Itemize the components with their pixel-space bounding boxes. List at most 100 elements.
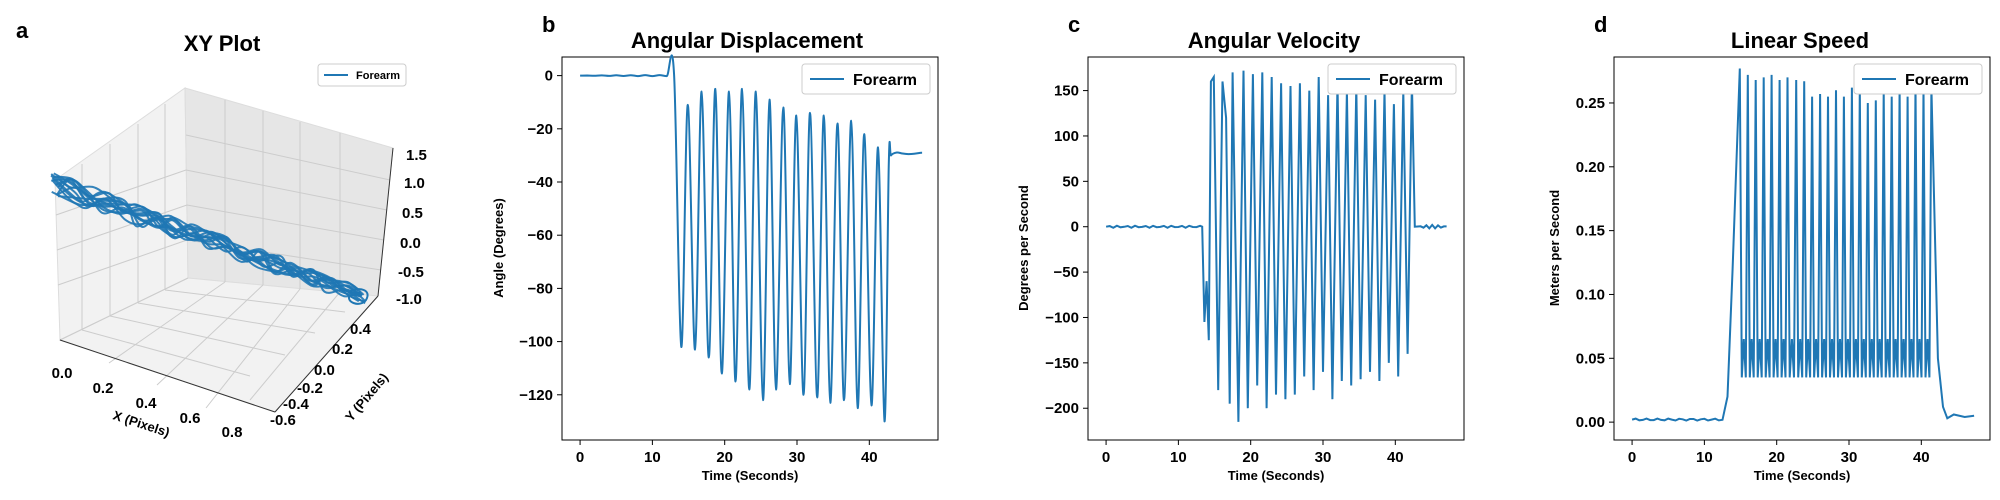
panel-d-linear-speed: d Linear Speed 0 10 20 30 40 0.00 0.05 0.10 0.15… bbox=[1547, 12, 1991, 483]
x-tick-a-4: 0.8 bbox=[222, 424, 243, 441]
plot-frame-c bbox=[1087, 56, 1465, 441]
trajectory-stroke-8 bbox=[53, 172, 365, 303]
z-tick-a-0: -1.0 bbox=[396, 291, 422, 308]
y-tick-b-4: −80 bbox=[528, 280, 553, 297]
legend-box-d bbox=[1853, 63, 1983, 95]
panel-letter-a: a bbox=[16, 18, 29, 43]
y-tick-a-4: 0.2 bbox=[332, 341, 353, 358]
legend-label-c: Forearm bbox=[1379, 72, 1443, 89]
y-tick-d-5: 0.25 bbox=[1576, 95, 1605, 112]
x-axis-label-c: Time (Seconds) bbox=[1228, 468, 1325, 483]
ticks-d: 0 10 20 30 40 0.00 0.05 0.10 0.15 0.20 0.25 bbox=[1576, 95, 1930, 466]
y-tick-b-1: −20 bbox=[528, 121, 553, 138]
z-tick-a-4: 1.0 bbox=[404, 175, 425, 192]
y-tick-c-4: −50 bbox=[1054, 264, 1079, 281]
x-tick-c-0: 0 bbox=[1102, 449, 1110, 466]
x-tick-c-1: 10 bbox=[1170, 449, 1187, 466]
trajectory-stroke-7 bbox=[51, 179, 361, 298]
panel-letter-c: c bbox=[1068, 12, 1080, 37]
y-tick-b-6: −120 bbox=[519, 387, 553, 404]
z-tick-a-1: -0.5 bbox=[398, 264, 424, 281]
legend-d: Forearm bbox=[1853, 63, 1983, 95]
series-line-b bbox=[580, 54, 923, 423]
trajectory-stroke-13 bbox=[51, 177, 360, 296]
legend-label-b: Forearm bbox=[853, 72, 917, 89]
y-tick-c-0: 150 bbox=[1054, 83, 1079, 100]
x-tick-b-1: 10 bbox=[644, 449, 661, 466]
legend-a: Forearm bbox=[317, 63, 407, 87]
x-tick-d-1: 10 bbox=[1696, 449, 1713, 466]
ticks-b: 0 10 20 30 40 0 −20 −40 −60 −80 −100 −120 bbox=[519, 68, 877, 466]
y-tick-c-3: 0 bbox=[1071, 219, 1079, 236]
x-axis-label-d: Time (Seconds) bbox=[1754, 468, 1851, 483]
y-tick-b-0: 0 bbox=[545, 68, 553, 85]
y-tick-d-4: 0.20 bbox=[1576, 159, 1605, 176]
legend-label-a: Forearm bbox=[356, 70, 400, 82]
legend-box-c bbox=[1327, 63, 1457, 95]
chart-title-a: XY Plot bbox=[184, 31, 261, 56]
x-tick-b-3: 30 bbox=[789, 449, 806, 466]
panel-letter-b: b bbox=[542, 12, 555, 37]
y-axis-label-a: Y (Pixels) bbox=[342, 370, 391, 424]
y-tick-c-6: −150 bbox=[1045, 355, 1079, 372]
z-tick-a-2: 0.0 bbox=[400, 235, 421, 252]
x-tick-a-1: 0.2 bbox=[93, 380, 114, 397]
plot-frame-d bbox=[1613, 56, 1991, 441]
x-tick-b-0: 0 bbox=[576, 449, 584, 466]
y-tick-d-0: 0.00 bbox=[1576, 414, 1605, 431]
z-tick-a-3: 0.5 bbox=[402, 205, 423, 222]
y-axis-label-b: Angle (Degrees) bbox=[491, 198, 506, 298]
z-axis-3d bbox=[377, 147, 394, 297]
y-tick-c-7: −200 bbox=[1045, 400, 1079, 417]
y-tick-d-3: 0.15 bbox=[1576, 223, 1605, 240]
y-axis-3d bbox=[274, 295, 379, 413]
x-tick-c-4: 40 bbox=[1387, 449, 1404, 466]
x-tick-d-3: 30 bbox=[1841, 449, 1858, 466]
y-axis-label-d: Meters per Second bbox=[1547, 190, 1562, 306]
y-tick-d-1: 0.05 bbox=[1576, 350, 1605, 367]
x-axis-label-b: Time (Seconds) bbox=[702, 468, 799, 483]
x-tick-b-4: 40 bbox=[861, 449, 878, 466]
z-tick-a-5: 1.5 bbox=[406, 147, 427, 164]
legend-label-d: Forearm bbox=[1905, 72, 1969, 89]
x-tick-b-2: 20 bbox=[716, 449, 733, 466]
x-axis-label-a: X (Pixels) bbox=[111, 408, 171, 440]
chart-title-b: Angular Displacement bbox=[631, 28, 864, 53]
x-tick-d-2: 20 bbox=[1768, 449, 1785, 466]
y-tick-c-1: 100 bbox=[1054, 128, 1079, 145]
series-line-c bbox=[1105, 70, 1447, 422]
y-axis-label-c: Degrees per Second bbox=[1016, 185, 1031, 311]
y-tick-b-3: −60 bbox=[528, 227, 553, 244]
y-tick-d-2: 0.10 bbox=[1576, 286, 1605, 303]
x-tick-a-0: 0.0 bbox=[52, 365, 73, 382]
legend-box-b bbox=[801, 63, 931, 95]
y-tick-a-1: -0.4 bbox=[283, 396, 310, 413]
series-line-a bbox=[50, 172, 369, 305]
y-tick-a-3: 0.0 bbox=[314, 362, 335, 379]
panel-b-angular-displacement: b Angular Displacement 0 10 20 30 40 0 −20 −40 −… bbox=[491, 12, 939, 483]
y-tick-a-0: -0.6 bbox=[270, 412, 296, 429]
ticks-c: 0 10 20 30 40 150 100 50 0 −50 −100 −150 −200 bbox=[1045, 83, 1403, 466]
x-tick-a-3: 0.6 bbox=[180, 410, 201, 427]
trajectory-end-loop bbox=[347, 288, 369, 305]
legend-b: Forearm bbox=[801, 63, 931, 95]
y-tick-a-2: -0.2 bbox=[297, 380, 323, 397]
y-tick-c-5: −100 bbox=[1045, 309, 1079, 326]
grid-3d bbox=[55, 100, 391, 409]
panel-letter-d: d bbox=[1594, 12, 1607, 37]
panel-c-angular-velocity: c Angular Velocity 0 10 20 30 40 150 100 50 0 −50… bbox=[1016, 12, 1465, 483]
trajectory-stroke-4 bbox=[53, 175, 362, 297]
chart-title-c: Angular Velocity bbox=[1188, 28, 1361, 53]
chart-title-d: Linear Speed bbox=[1731, 28, 1869, 53]
y-tick-b-5: −100 bbox=[519, 334, 553, 351]
x-axis-3d bbox=[59, 339, 276, 413]
plot-frame-b bbox=[561, 56, 939, 441]
panel-a-xy-plot: a XY Plot bbox=[16, 18, 427, 441]
y-tick-b-2: −40 bbox=[528, 174, 553, 191]
x-tick-c-2: 20 bbox=[1242, 449, 1259, 466]
x-tick-c-3: 30 bbox=[1315, 449, 1332, 466]
y-tick-a-5: 0.4 bbox=[350, 321, 372, 338]
x-tick-d-0: 0 bbox=[1628, 449, 1636, 466]
legend-c: Forearm bbox=[1327, 63, 1457, 95]
